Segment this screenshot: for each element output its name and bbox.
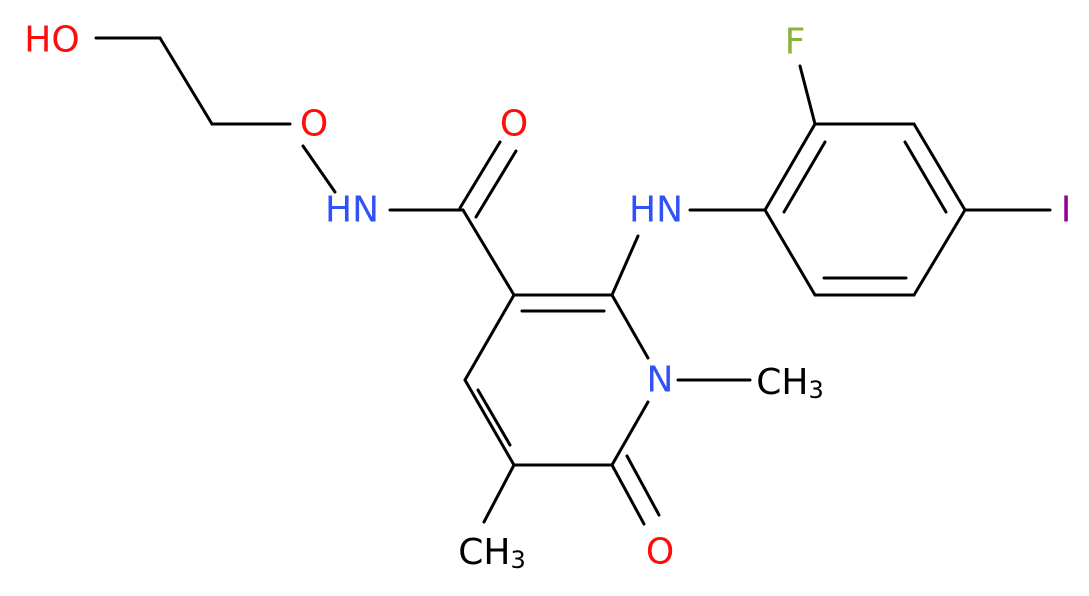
atom-subscript: 3 — [510, 546, 525, 574]
atom-subscript: 3 — [808, 376, 823, 404]
atom-label: HN — [629, 190, 683, 231]
atom-label: HO — [24, 20, 79, 61]
atom-label: O — [646, 532, 674, 573]
atom-label: O — [500, 104, 528, 145]
atom-label: CH3 — [756, 362, 824, 405]
atom-labels: HO O HN O HN F I N CH3 O CH3 — [24, 20, 1071, 575]
atom-label: O — [300, 104, 328, 145]
bonds — [94, 36, 1052, 526]
atom-label: CH3 — [458, 532, 526, 575]
atom-label: F — [785, 22, 806, 63]
atom-symbol: CH — [756, 362, 808, 403]
atom-label: I — [1061, 190, 1072, 231]
atom-label: N — [647, 360, 674, 401]
atom-label: HN — [325, 190, 379, 231]
atom-symbol: CH — [458, 532, 510, 573]
